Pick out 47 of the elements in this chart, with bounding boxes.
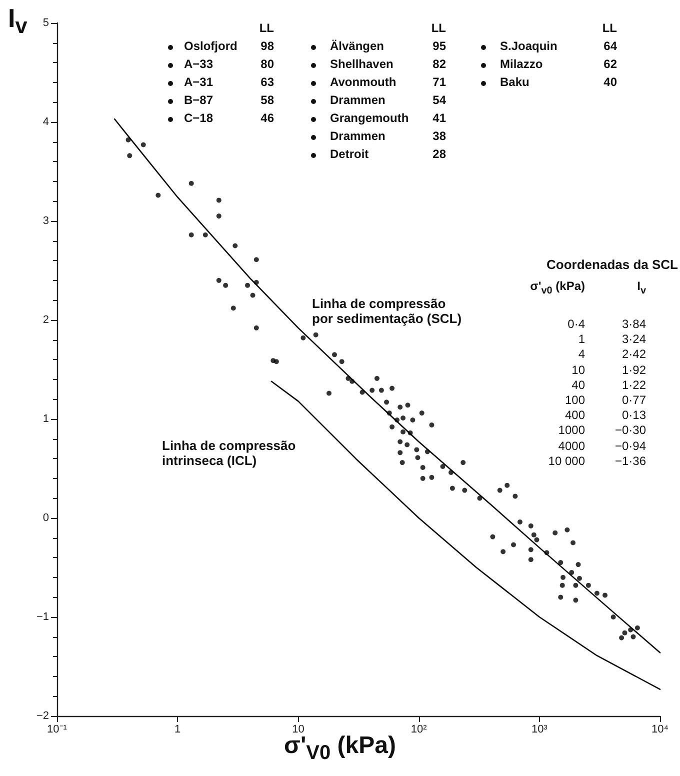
text: 1000 −0·30 [558, 423, 646, 438]
text: 10 000 −1·36 [548, 454, 646, 468]
y-tick-label: −2 [36, 710, 49, 722]
text: A−31 63 [184, 75, 274, 89]
annotation: LL [259, 21, 274, 36]
x-tick-label: 10² [410, 724, 428, 736]
x-tick-label: 10³ [531, 724, 548, 736]
annotation: Coordenadas da SCL [546, 257, 678, 273]
text: 4 2·42 [578, 347, 646, 362]
text: Drammen 54 [330, 93, 446, 107]
text: Milazzo 62 [500, 57, 617, 71]
annotation: I$_{v}$ [637, 279, 646, 297]
text: 400 0·13 [564, 408, 646, 422]
text: C−18 46 [184, 111, 274, 125]
text: Avonmouth 71 [330, 75, 446, 89]
text: Detroit 28 [330, 147, 446, 161]
text: Oslofjord 98 [184, 39, 274, 53]
text: 10 1·92 [572, 362, 646, 377]
text: Drammen 38 [330, 129, 446, 143]
text: B−87 58 [184, 93, 274, 107]
y-tick-label: 4 [42, 116, 49, 128]
text: 40 1·22 [572, 378, 646, 392]
annotation: σ'$_{v0}$ (kPa) [530, 279, 585, 297]
y-tick-label: 3 [42, 215, 49, 227]
annotation: LL [602, 21, 617, 36]
y-tick-label: −1 [36, 611, 49, 623]
x-tick-label: 1 [174, 724, 181, 736]
text: Grangemouth 41 [330, 111, 446, 125]
annotation: Linha de compressão por sedimentação (SCL) [312, 296, 462, 327]
y-tick-label: 2 [42, 314, 49, 326]
text: 100 0·77 [564, 393, 646, 407]
y-tick-label: 5 [42, 17, 49, 29]
text: 4000 −0·94 [558, 438, 646, 453]
x-tick-label: 10⁴ [652, 724, 669, 736]
y-axis-title: I$_{v}$ [8, 3, 28, 40]
y-tick-label: 1 [42, 413, 49, 425]
x-tick-label: 10⁻¹ [47, 724, 68, 736]
text: A−33 80 [184, 57, 274, 71]
annotation: LL [431, 21, 446, 36]
text: Shellhaven 82 [330, 57, 446, 71]
text: Älvängen 95 [330, 39, 446, 53]
text: 0·4 3·84 [568, 317, 646, 331]
text: 1 3·24 [578, 332, 646, 346]
text: Baku 40 [500, 75, 617, 89]
text: S.Joaquin 64 [500, 39, 617, 53]
annotation: Linha de compressão intrinseca (ICL) [162, 438, 296, 469]
y-tick-label: 0 [42, 512, 49, 524]
